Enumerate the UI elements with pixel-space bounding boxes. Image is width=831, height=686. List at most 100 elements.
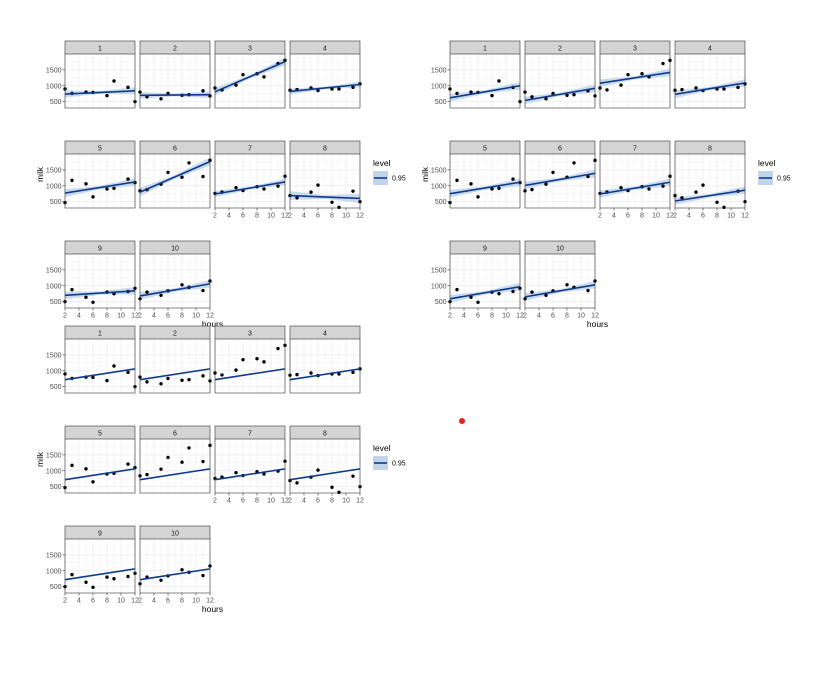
- x-tick-label: 10: [267, 498, 275, 505]
- data-point: [126, 462, 130, 466]
- y-tick-label: 1000: [431, 83, 447, 90]
- x-tick-label: 12: [281, 498, 289, 505]
- x-axis-label: hours: [587, 319, 608, 329]
- y-tick-label: 1500: [431, 67, 447, 74]
- data-point: [455, 91, 459, 96]
- facet-strip-label: 1: [98, 331, 102, 338]
- data-point: [262, 75, 266, 79]
- facet-strip-label: 10: [171, 246, 179, 253]
- legend-label: 0.95: [392, 461, 406, 468]
- data-point: [337, 205, 341, 210]
- y-tick-label: 1000: [46, 183, 62, 190]
- x-tick-label: 2: [213, 498, 217, 505]
- facet-strip-label: 10: [556, 246, 564, 253]
- data-point: [166, 170, 170, 175]
- x-tick-label: 2: [288, 213, 292, 220]
- data-point: [70, 463, 74, 468]
- panel-border: [139, 338, 211, 394]
- data-point: [309, 190, 313, 194]
- x-tick-label: 8: [640, 213, 644, 220]
- x-tick-label: 10: [342, 498, 350, 505]
- x-tick-label: 4: [152, 313, 156, 320]
- facet-panel-10: 10 2 4 6 8 10 12: [523, 240, 599, 320]
- data-point: [166, 455, 170, 460]
- x-tick-label: 8: [330, 213, 334, 220]
- y-tick-label: 500: [50, 199, 62, 206]
- data-point: [84, 182, 88, 186]
- panel-border: [64, 53, 136, 109]
- facet-panel-5: 5 500 1000 1500: [431, 140, 522, 209]
- y-tick-label: 1500: [46, 352, 62, 359]
- data-point: [330, 485, 334, 489]
- x-tick-label: 2: [523, 313, 527, 320]
- data-point: [511, 177, 515, 181]
- x-tick-label: 2: [63, 313, 67, 320]
- data-point: [234, 185, 238, 190]
- x-tick-label: 6: [316, 498, 320, 505]
- data-point: [276, 184, 280, 188]
- fit-line: [289, 194, 361, 200]
- data-point: [530, 290, 534, 294]
- facet-strip-label: 2: [173, 46, 177, 53]
- facet-strip-label: 5: [98, 431, 102, 438]
- data-point: [180, 460, 184, 464]
- y-tick-label: 1500: [46, 552, 62, 559]
- data-point: [530, 95, 534, 99]
- facet-panel-4: 4: [288, 325, 362, 394]
- fit-line: [524, 87, 596, 102]
- data-point: [316, 468, 320, 472]
- panel-border: [139, 253, 211, 309]
- panel-border: [449, 53, 521, 109]
- data-point: [619, 83, 623, 87]
- y-tick-label: 1000: [46, 468, 62, 475]
- x-tick-label: 2: [448, 313, 452, 320]
- data-point: [105, 93, 109, 98]
- data-point: [497, 292, 501, 296]
- panel-border: [139, 153, 211, 209]
- data-point: [84, 295, 88, 299]
- x-tick-label: 10: [192, 313, 200, 320]
- data-point: [234, 368, 238, 372]
- x-tick-label: 4: [302, 498, 306, 505]
- x-tick-label: 10: [727, 213, 735, 220]
- y-tick-label: 500: [50, 484, 62, 491]
- x-tick-label: 12: [131, 598, 139, 605]
- facet-strip-label: 8: [708, 146, 712, 153]
- legend-title: level: [373, 158, 391, 168]
- data-point: [544, 293, 548, 297]
- panel-border: [214, 338, 286, 394]
- facet-strip-label: 4: [323, 331, 327, 338]
- data-point: [255, 356, 259, 361]
- legend-label: 0.95: [392, 176, 406, 183]
- data-point: [455, 287, 459, 292]
- fit-line: [289, 368, 361, 381]
- data-point: [262, 472, 266, 476]
- data-point: [337, 490, 341, 495]
- facet-strip-label: 1: [98, 46, 102, 53]
- x-axis-label: hours: [202, 319, 223, 329]
- data-point: [234, 83, 238, 87]
- data-point: [112, 186, 116, 191]
- data-point: [159, 382, 163, 386]
- data-point: [159, 97, 163, 101]
- facet-panel-7: 7 2 4 6 8 10 12: [598, 140, 674, 220]
- data-point: [351, 370, 355, 375]
- x-tick-label: 12: [281, 213, 289, 220]
- fit-line: [289, 468, 361, 481]
- panel-border: [289, 438, 361, 494]
- fit-line: [64, 368, 136, 381]
- data-point: [337, 87, 341, 91]
- data-point: [544, 182, 548, 186]
- y-tick-label: 1000: [46, 283, 62, 290]
- data-point: [544, 97, 548, 101]
- facet-strip-label: 9: [483, 246, 487, 253]
- x-tick-label: 4: [152, 598, 156, 605]
- panel-border: [214, 53, 286, 109]
- data-point: [145, 472, 149, 477]
- data-point: [337, 372, 341, 376]
- data-point: [722, 87, 726, 91]
- panel-border: [674, 53, 746, 109]
- fit-line: [524, 172, 596, 187]
- panel-border: [139, 438, 211, 494]
- x-tick-label: 2: [288, 498, 292, 505]
